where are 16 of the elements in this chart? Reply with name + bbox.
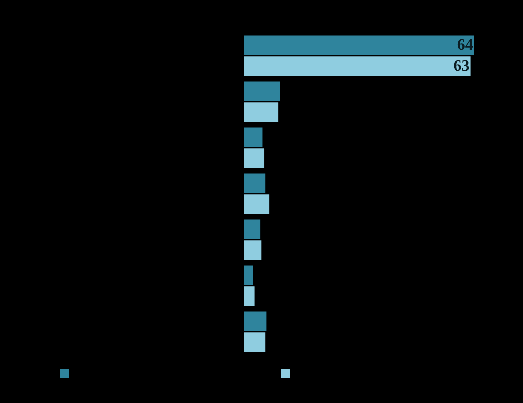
bar [244,148,265,168]
bar [244,174,266,194]
bar [244,36,474,56]
bar [244,56,471,76]
bar [244,286,255,306]
bar [244,82,280,102]
bar [244,332,266,352]
bar [244,128,263,148]
bar [244,220,261,240]
bar [244,312,267,332]
bar [244,240,262,260]
bar [244,194,270,214]
data-label: 63 [454,58,470,75]
bar [244,266,254,286]
data-label: 64 [457,37,474,54]
bar [244,102,279,122]
